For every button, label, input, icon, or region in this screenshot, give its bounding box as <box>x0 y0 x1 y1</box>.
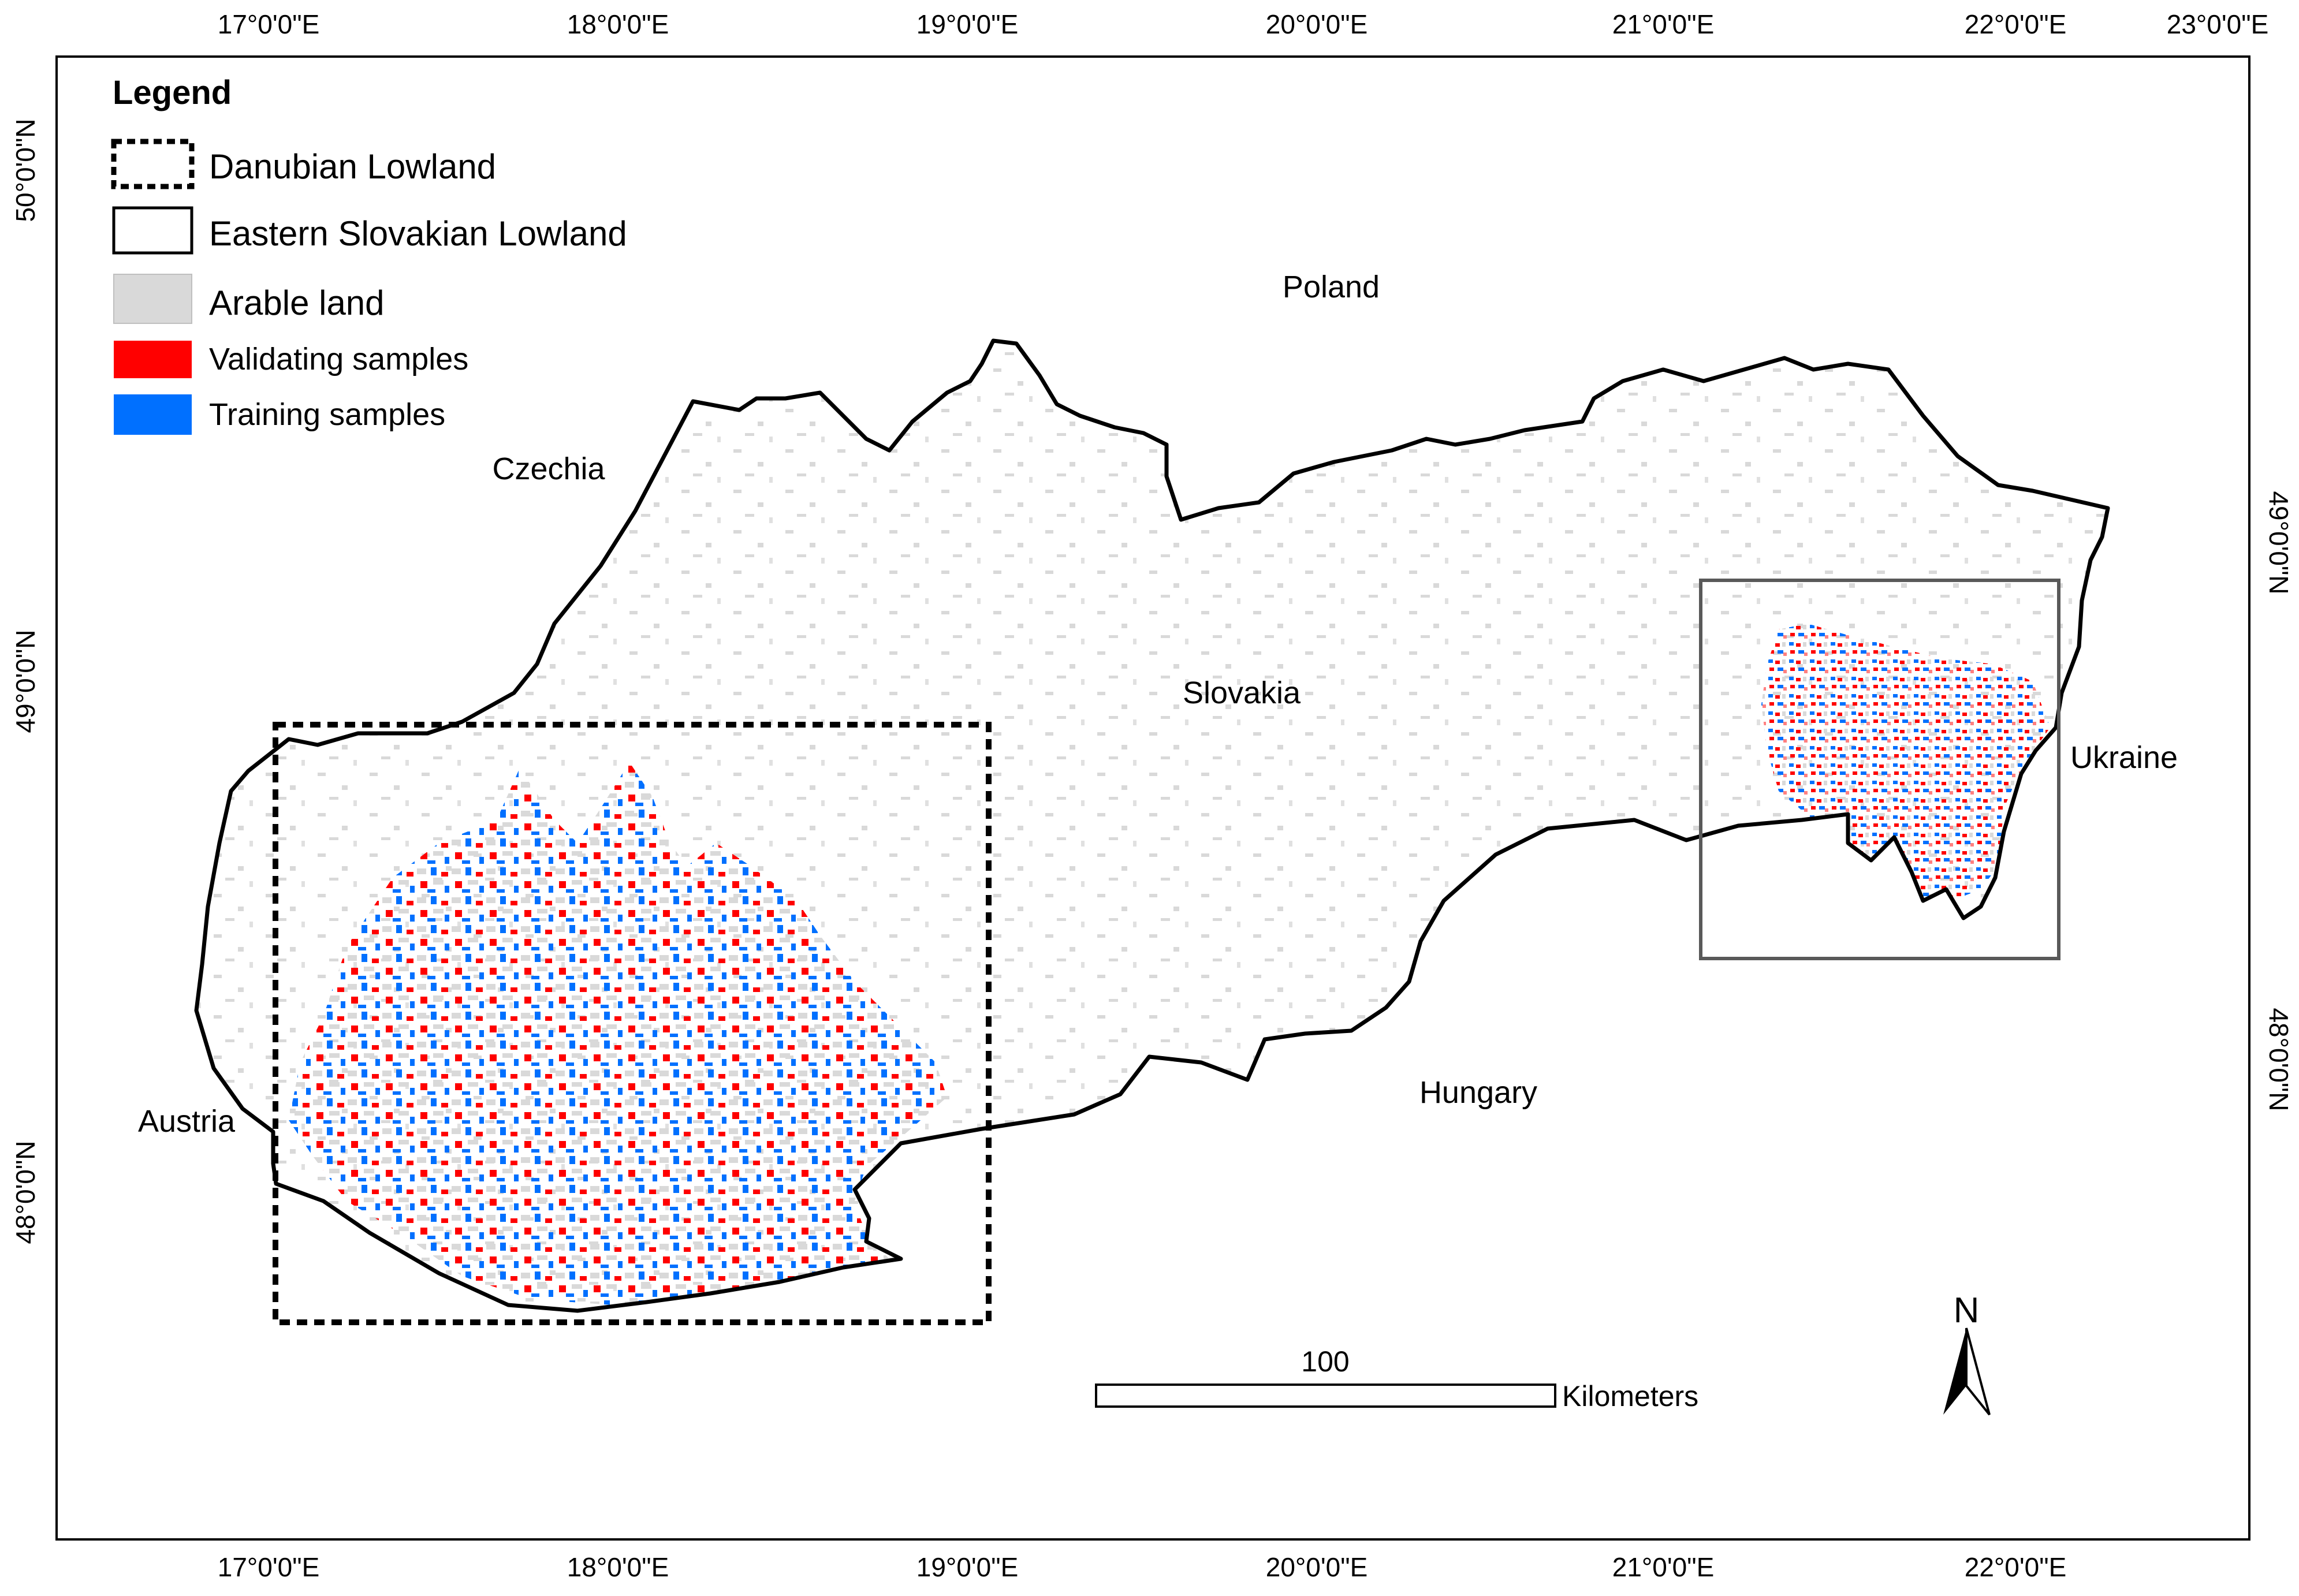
right-latitude-labels: 49°0'0"N 48°0'0"N <box>2264 491 2294 1111</box>
scale-value: 100 <box>1301 1345 1349 1378</box>
bottom-lon-label: 22°0'0"E <box>1965 1552 2067 1582</box>
top-lon-label: 17°0'0"E <box>218 9 320 39</box>
scale-unit: Kilometers <box>1562 1380 1698 1412</box>
legend-symbol-training <box>114 394 192 435</box>
legend-symbol-eastern <box>112 206 193 255</box>
legend: Legend Danubian Lowland Eastern Slovakia… <box>111 74 627 435</box>
top-lon-label: 21°0'0"E <box>1612 9 1715 39</box>
country-label-ukraine: Ukraine <box>2070 740 2178 775</box>
danubian-samples <box>289 762 947 1305</box>
bottom-lon-label: 19°0'0"E <box>916 1552 1019 1582</box>
left-latitude-labels: 50°0'0"N 49°0'0"N 48°0'0"N <box>10 118 40 1244</box>
top-lon-label: 22°0'0"E <box>1965 9 2067 39</box>
bottom-lon-label: 18°0'0"E <box>567 1552 669 1582</box>
legend-symbol-danubian <box>111 139 195 189</box>
legend-label-training: Training samples <box>209 397 445 432</box>
north-arrow: N <box>1943 1291 1991 1416</box>
bottom-lon-label: 20°0'0"E <box>1266 1552 1368 1582</box>
legend-title: Legend <box>113 74 232 111</box>
bottom-lon-label: 17°0'0"E <box>218 1552 320 1582</box>
top-lon-label: 18°0'0"E <box>567 9 669 39</box>
danubian-lowland-box <box>273 722 992 1325</box>
bottom-lon-label: 21°0'0"E <box>1612 1552 1715 1582</box>
right-lat-label: 49°0'0"N <box>2264 491 2294 594</box>
legend-symbol-validating <box>114 341 192 378</box>
legend-label-validating: Validating samples <box>209 342 468 376</box>
north-arrow-icon <box>1943 1328 1966 1415</box>
country-label-slovakia: Slovakia <box>1183 676 1301 710</box>
eastern-slovakian-lowland-box <box>1699 579 2060 960</box>
top-lon-label: 23°0'0"E <box>2167 9 2269 39</box>
top-lon-label: 20°0'0"E <box>1266 9 1368 39</box>
bottom-longitude-labels: 17°0'0"E 18°0'0"E 19°0'0"E 20°0'0"E 21°0… <box>218 1552 2067 1582</box>
left-lat-label: 48°0'0"N <box>10 1140 40 1244</box>
legend-label-arable: Arable land <box>209 284 385 322</box>
legend-symbol-arable <box>113 274 192 324</box>
top-longitude-labels: 17°0'0"E 18°0'0"E 19°0'0"E 20°0'0"E 21°0… <box>218 9 2269 39</box>
legend-label-danubian: Danubian Lowland <box>209 147 496 186</box>
slovakia-boundary <box>194 338 2110 1313</box>
left-lat-label: 49°0'0"N <box>10 629 40 733</box>
scale-bar-rect <box>1095 1384 1556 1408</box>
right-lat-label: 48°0'0"N <box>2264 1008 2294 1111</box>
country-label-austria: Austria <box>138 1104 236 1139</box>
north-arrow-label: N <box>1954 1291 1980 1330</box>
legend-label-eastern: Eastern Slovakian Lowland <box>209 214 627 253</box>
top-lon-label: 19°0'0"E <box>916 9 1019 39</box>
scale-bar: 100 Kilometers <box>1095 1345 1698 1412</box>
left-lat-label: 50°0'0"N <box>10 118 40 222</box>
country-label-poland: Poland <box>1283 270 1380 304</box>
country-label-hungary: Hungary <box>1419 1075 1537 1110</box>
country-label-czechia: Czechia <box>492 452 605 486</box>
